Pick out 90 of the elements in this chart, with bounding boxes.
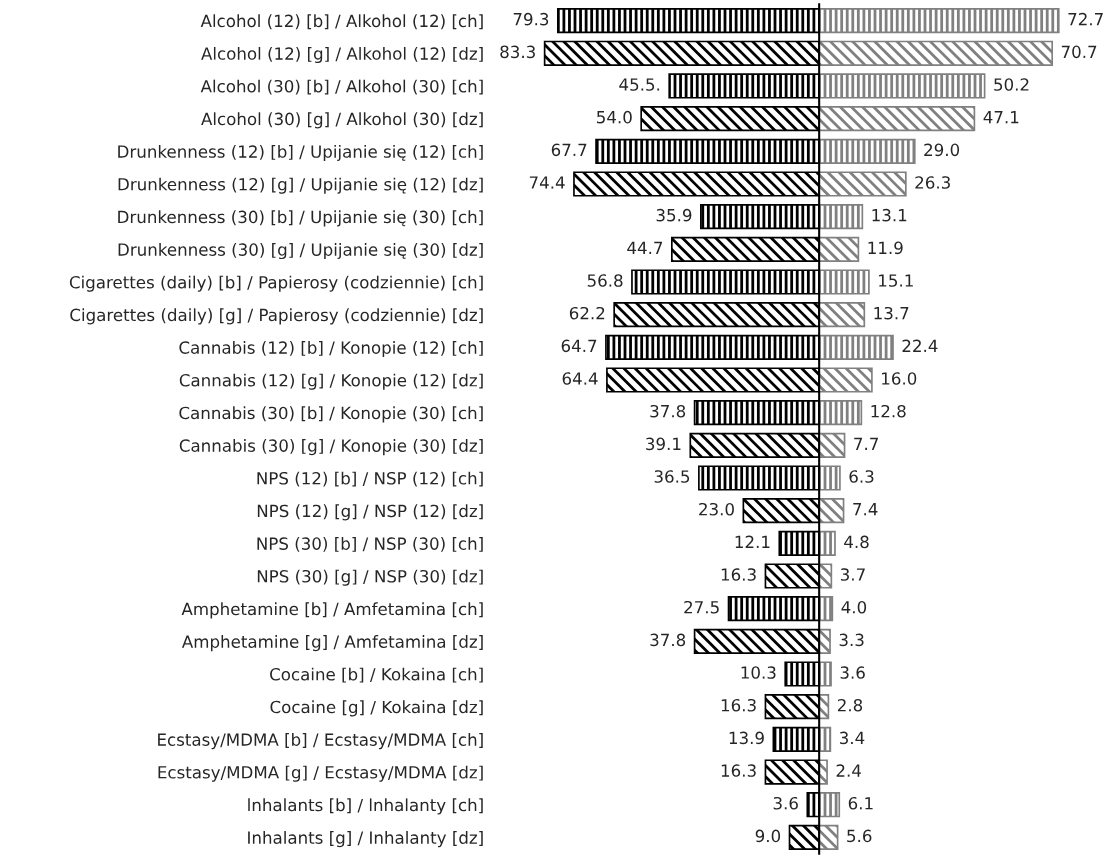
y-tick-label: NPS (30) [b] / NSP (30) [ch]	[257, 537, 483, 552]
data-label: 56.8	[587, 274, 623, 287]
data-label: 37.8	[650, 633, 686, 647]
data-label: 29.0	[924, 143, 960, 157]
y-tick-label: NPS (30) [g] / NSP (30) [dz]	[257, 569, 483, 586]
data-label: 83.3	[500, 45, 535, 59]
data-label: 10.3	[741, 666, 776, 679]
data-label: 23.0	[699, 502, 734, 516]
data-label: 13.9	[729, 731, 764, 745]
bar	[819, 759, 828, 785]
data-label: 13.1	[872, 208, 907, 222]
data-label: 22.4	[902, 339, 938, 352]
y-tick-label: Alcohol (30) [g] / Alkohol (30) [dz]	[201, 112, 483, 129]
data-label: 9.0	[755, 829, 781, 843]
y-tick-label: Alcohol (12) [g] / Alkohol (12) [dz]	[201, 46, 483, 64]
data-label: 2.8	[837, 698, 863, 712]
data-label: 39.1	[646, 437, 681, 451]
data-label: 12.1	[735, 535, 770, 548]
data-label: 6.1	[848, 796, 873, 810]
data-label: 16.0	[882, 372, 917, 385]
y-tick-label: Cocaine [g] / Kokaina [dz]	[270, 700, 483, 717]
bar	[819, 367, 873, 393]
data-label: 36.5	[654, 470, 690, 483]
data-label: 3.4	[839, 731, 865, 745]
y-tick-label: Cigarettes (daily) [g] / Papierosy (codziennie) [dz]	[70, 308, 483, 325]
data-label: 4.8	[844, 535, 869, 549]
data-label: 15.1	[879, 274, 913, 287]
data-label: 74.4	[529, 176, 565, 189]
y-tick-label: Alcohol (30) [b] / Alkohol (30) [ch]	[200, 79, 483, 95]
y-tick-label: Cannabis (30) [b] / Konopie (30) [ch]	[179, 406, 483, 423]
data-label: 70.7	[1061, 45, 1097, 59]
data-label: 44.7	[627, 241, 663, 254]
y-tick-label: Cigarettes (daily) [b] / Papierosy (codziennie) [ch]	[69, 275, 483, 292]
bar	[819, 236, 860, 262]
data-label: 26.3	[915, 176, 950, 189]
y-tick-label: Cocaine [b] / Kokaina [ch]	[270, 667, 483, 683]
bar	[819, 563, 833, 589]
data-label: 4.0	[841, 600, 867, 614]
y-tick-label: Drunkenness (12) [g] / Upijanie się (12) [dz]	[118, 177, 483, 194]
y-tick-label: Cannabis (12) [b] / Konopie (12) [ch]	[179, 340, 483, 358]
data-label: 47.1	[983, 111, 1019, 124]
y-tick-label: lnhalants [b] / lnhalanty [ch]	[248, 798, 483, 815]
y-tick-label: Ecstasy/MDMA [b] / Ecstasy/MDMA [ch]	[158, 733, 483, 750]
y-tick-label: NPS (12) [g] / NSP (12) [dz]	[257, 504, 483, 521]
data-label: 3.7	[840, 568, 865, 581]
y-tick-label: Ecstasy/MDMA [g] / Ecstasy/MDMA [dz]	[158, 765, 483, 782]
data-label: 2.4	[836, 764, 861, 777]
data-label: 6.3	[849, 470, 874, 483]
bar	[819, 694, 830, 720]
bar	[819, 465, 841, 491]
data-label: 16.3	[721, 568, 756, 581]
data-label: 37.8	[650, 404, 686, 418]
data-label: 7.4	[853, 503, 878, 516]
y-tick-label: Drunkenness (12) [b] / Upijanie się (12) [ch]	[118, 144, 483, 162]
data-label: 13.7	[874, 306, 909, 320]
y-tick-label: Drunkenness (30) [g] / Upijanie się (30) [dz]	[118, 242, 483, 260]
y-tick-label: Cannabis (30) [g] / Konopie (30) [dz]	[179, 439, 483, 456]
data-label: 3.3	[839, 633, 864, 647]
data-label: 72.7	[1068, 12, 1103, 26]
data-label: 35.9	[656, 208, 692, 222]
data-label: 3.6	[840, 666, 865, 679]
bar	[819, 302, 866, 328]
data-label: 79.3	[513, 12, 549, 26]
data-label: 5.6	[847, 829, 872, 843]
bar	[819, 269, 870, 295]
data-label: 12.8	[871, 404, 906, 418]
data-label: 16.3	[721, 764, 756, 777]
y-tick-label: Alcohol (12) [b] / Alkohol (12) [ch]	[200, 14, 483, 30]
bar	[819, 726, 832, 752]
y-tick-label: Drunkenness (30) [b] / Upijanie się (30) [ch]	[118, 210, 483, 227]
y-tick-label: Amphetamine [b] / Amfetamina [ch]	[181, 602, 483, 619]
data-label: 27.5	[684, 600, 719, 614]
bar	[819, 628, 831, 654]
data-label: 62.2	[569, 306, 605, 320]
data-label: 45.5.	[619, 78, 660, 91]
y-tick-label: NPS (12) [b] / NSP (12) [ch]	[257, 471, 483, 487]
y-tick-label: Amphetamine [g] / Amfetamina [dz]	[181, 635, 483, 652]
bar	[819, 596, 834, 622]
y-tick-label: Inhalants [g] / Inhalanty [dz]	[248, 831, 483, 848]
bar	[819, 432, 846, 458]
y-tick-label: Cannabis (12) [g] / Konopie (12) [dz]	[179, 373, 483, 390]
data-label: 50.2	[994, 78, 1029, 91]
data-label: 54.0	[597, 110, 632, 124]
data-label: 3.6	[773, 796, 798, 810]
data-label: 67.7	[551, 143, 587, 157]
data-label: 7.7	[854, 437, 878, 450]
data-label: 16.3	[721, 698, 756, 712]
data-label: 64.7	[561, 339, 597, 353]
data-label: 11.9	[868, 241, 903, 255]
data-label: 64.4	[562, 372, 598, 385]
